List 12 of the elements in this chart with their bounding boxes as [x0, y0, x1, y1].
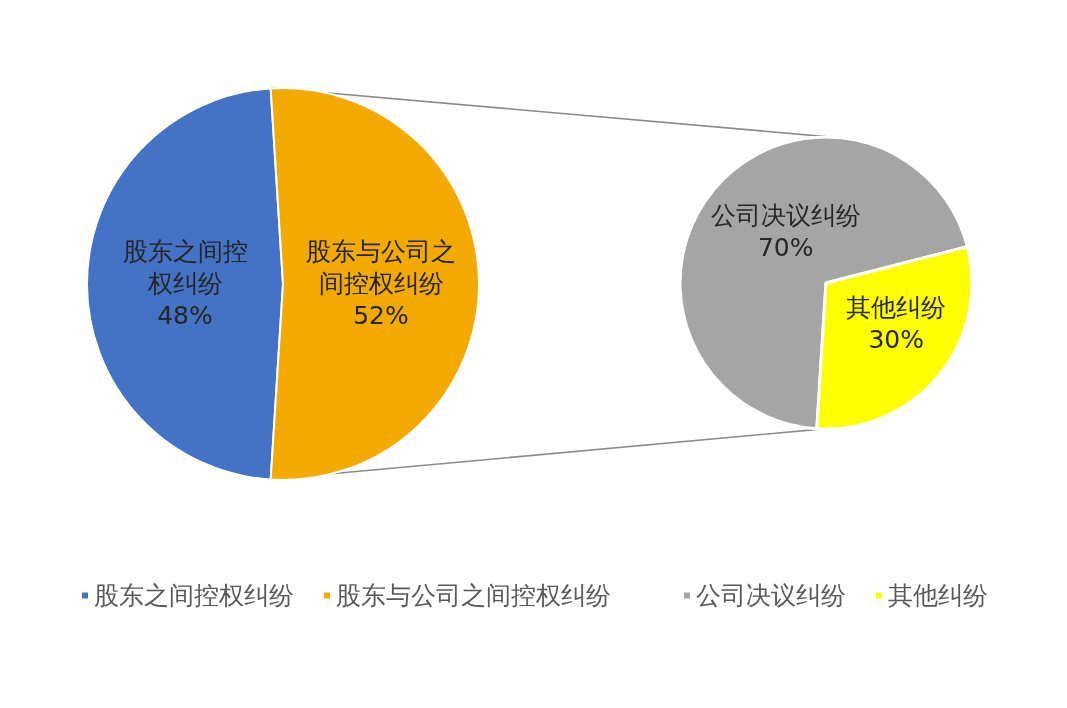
- slice-label: 股东之间控权纠纷: [122, 237, 248, 298]
- legend-label: 其他纠纷: [888, 581, 988, 610]
- data-label: 70%: [757, 233, 814, 263]
- legend-label: 股东之间控权纠纷: [94, 581, 294, 610]
- legend-label: 公司决议纠纷: [696, 581, 846, 610]
- legend-label: 股东与公司之间控权纠纷: [336, 581, 611, 610]
- slice-label: 公司决议纠纷: [710, 201, 861, 231]
- data-label: 30%: [868, 324, 925, 354]
- slice-label: 股东与公司之间控权纠纷: [306, 237, 456, 298]
- data-label: 48%: [157, 301, 213, 330]
- slice-label: 其他纠纷: [846, 292, 947, 322]
- data-label: 52%: [353, 301, 409, 330]
